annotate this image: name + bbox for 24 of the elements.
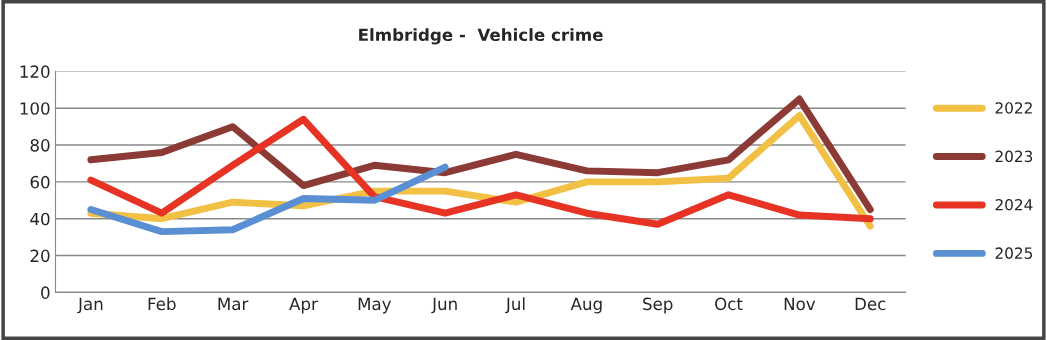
y-tick-label: 0	[41, 286, 50, 299]
x-tick-label: Nov	[784, 297, 816, 311]
legend-label: 2022	[995, 102, 1032, 114]
y-tick-label: 120	[20, 65, 50, 78]
x-tick-label: May	[358, 297, 392, 314]
y-tick-label: 100	[20, 102, 50, 115]
legend-label: 2024	[995, 198, 1033, 211]
legend-label: 2023	[995, 150, 1033, 163]
y-tick-label: 80	[30, 139, 50, 152]
x-tick-label: Jul	[505, 297, 525, 314]
x-tick-label: Jun	[431, 297, 457, 314]
x-tick-label: Jan	[77, 297, 103, 314]
chart-title: Elmbridge - Vehicle crime	[359, 28, 603, 45]
legend-label: 2025	[995, 247, 1033, 259]
x-tick-label: Aug	[570, 297, 602, 314]
x-tick-label: Sep	[643, 297, 673, 314]
x-tick-label: Feb	[148, 297, 176, 311]
y-tick-label: 20	[30, 249, 50, 263]
y-tick-label: 40	[30, 212, 50, 226]
y-tick-label: 60	[30, 175, 50, 189]
x-tick-label: Mar	[218, 297, 249, 311]
x-tick-label: Dec	[855, 297, 886, 311]
x-tick-label: Oct	[715, 297, 743, 311]
x-tick-label: Apr	[289, 297, 318, 314]
